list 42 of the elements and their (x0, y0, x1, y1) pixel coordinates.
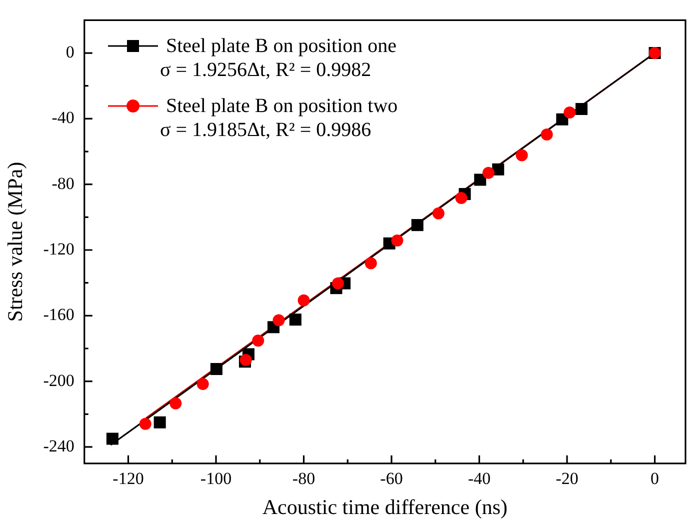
point (139, 418, 152, 430)
legend-label: Steel plate B on position two (166, 94, 398, 118)
point (540, 128, 553, 140)
x-tick-label: 0 (650, 469, 660, 488)
point (298, 294, 310, 306)
y-tick-label: -80 (52, 174, 74, 193)
y-tick-label: -120 (43, 239, 74, 258)
y-tick-label: -40 (52, 108, 74, 128)
point (252, 334, 264, 347)
y-axis-title: Stress value (MPa) (3, 162, 28, 322)
point (289, 314, 302, 326)
point (391, 234, 404, 246)
point (106, 432, 118, 445)
point (332, 277, 344, 290)
x-tick-label: -60 (380, 469, 403, 488)
y-tick-label: -160 (43, 305, 74, 324)
point (364, 257, 377, 270)
x-tick-label: -20 (556, 469, 578, 488)
point (564, 106, 576, 118)
point (575, 102, 588, 116)
point (210, 363, 222, 376)
point (516, 149, 528, 162)
point (170, 397, 182, 410)
point (482, 166, 494, 179)
point (154, 416, 166, 428)
x-tick-label: -80 (292, 469, 316, 488)
point (455, 192, 468, 204)
x-tick-label: -120 (112, 469, 144, 488)
x-tick-label: -40 (468, 469, 491, 488)
annotation: σ = 1.9185Δt, R² = 0.9986 (159, 118, 372, 142)
point (474, 174, 486, 186)
y-tick-label: 0 (66, 42, 74, 62)
point (411, 219, 424, 232)
annotation: σ = 1.9256Δt, R² = 0.9982 (159, 58, 372, 82)
point (196, 378, 209, 390)
point (432, 207, 444, 220)
x-tick-label: -100 (200, 469, 232, 488)
legend-label: Steel plate B on position one (166, 34, 397, 58)
y-tick-label: -240 (43, 436, 74, 456)
x-axis-title: Acoustic time difference (ns) (262, 494, 508, 519)
y-tick-label: -200 (43, 370, 74, 390)
point (272, 314, 285, 326)
